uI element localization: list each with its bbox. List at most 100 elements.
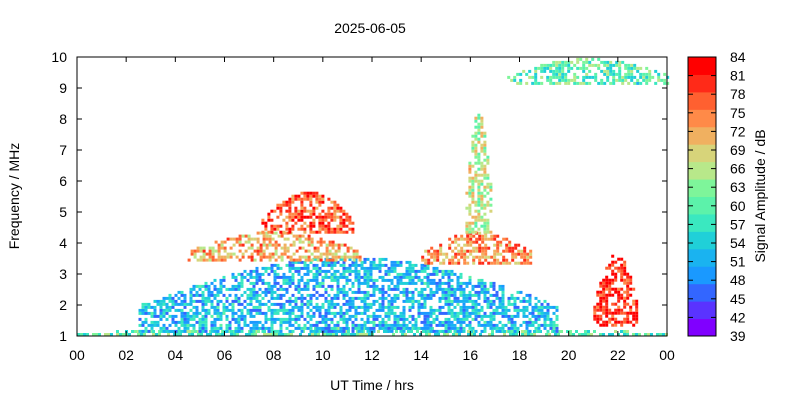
signal-cell [255,296,259,300]
signal-cell [366,326,370,330]
signal-cell [228,308,232,312]
signal-cell [331,255,335,259]
signal-cell [545,333,548,336]
signal-cell [487,237,491,241]
signal-cell [626,275,630,279]
signal-cell [450,293,454,297]
signal-cell [453,299,457,303]
signal-cell [472,261,476,265]
signal-cell [247,237,251,241]
signal-cell [623,263,627,267]
signal-cell [297,269,301,273]
signal-cell [288,263,292,267]
signal-cell [614,320,618,324]
signal-cell [216,290,220,294]
signal-cell [501,293,505,297]
signal-cell [345,218,349,222]
signal-cell [207,284,211,288]
signal-cell [526,261,530,265]
signal-cell [546,305,550,309]
signal-cell [262,234,266,238]
signal-cell [444,272,448,276]
signal-cell [623,278,627,282]
signal-cell [287,333,290,336]
signal-cell [298,240,302,244]
signal-cell [648,75,652,79]
signal-cell [229,255,233,259]
signal-cell [614,287,618,291]
colorbar-swatch [688,109,716,128]
signal-cell [378,308,382,312]
signal-cell [399,275,403,279]
signal-cell [345,308,349,312]
signal-cell [608,293,612,297]
signal-cell [210,314,214,318]
signal-cell [210,326,214,330]
signal-cell [201,290,205,294]
signal-cell [605,299,609,303]
signal-cell [303,230,307,234]
signal-cell [552,323,556,327]
signal-cell [327,305,331,309]
signal-cell [346,249,350,253]
signal-cell [306,284,310,288]
signal-cell [354,272,358,276]
signal-cell [372,323,376,327]
signal-cell [511,255,515,259]
signal-cell [447,281,451,285]
signal-cell [255,320,259,324]
signal-cell [552,329,556,333]
signal-cell [645,78,649,82]
signal-cell [183,314,187,318]
signal-cell [635,320,639,324]
signal-cell [378,302,382,306]
signal-cell [234,275,238,279]
signal-cell [489,182,493,186]
signal-cell [273,296,277,300]
signal-cell [219,323,223,327]
signal-cell [206,333,209,336]
signal-cell [285,281,289,285]
signal-cell [450,287,454,291]
signal-cell [612,63,616,67]
signal-cell [307,243,311,247]
signal-cell [474,125,478,129]
signal-cell [423,314,427,318]
signal-cell [432,329,436,333]
signal-cell [180,317,184,321]
signal-cell [493,237,497,241]
signal-cell [375,317,379,321]
signal-cell [204,314,208,318]
signal-cell [514,246,518,250]
signal-cell [246,272,250,276]
signal-cell [483,230,487,234]
signal-cell [280,252,284,256]
signal-cell [459,281,463,285]
signal-cell [219,287,223,291]
signal-cell [602,287,606,291]
signal-cell [274,252,278,256]
signal-cell [345,266,349,270]
signal-cell [480,329,484,333]
signal-cell [340,243,344,247]
signal-cell [270,311,274,315]
signal-cell [531,81,535,85]
signal-cell [408,320,412,324]
signal-cell [304,249,308,253]
signal-cell [381,275,385,279]
signal-cell [471,311,475,315]
signal-cell [423,281,427,285]
signal-cell [303,191,307,195]
signal-cell [104,333,107,336]
signal-cell [351,263,355,267]
signal-cell [252,296,256,300]
signal-cell [492,311,496,315]
signal-cell [561,66,565,70]
signal-cell [593,305,597,309]
signal-cell [438,269,442,273]
signal-cell [523,249,527,253]
signal-cell [297,215,301,219]
signal-cell [369,284,373,288]
signal-cell [405,266,409,270]
signal-cell [471,308,475,312]
